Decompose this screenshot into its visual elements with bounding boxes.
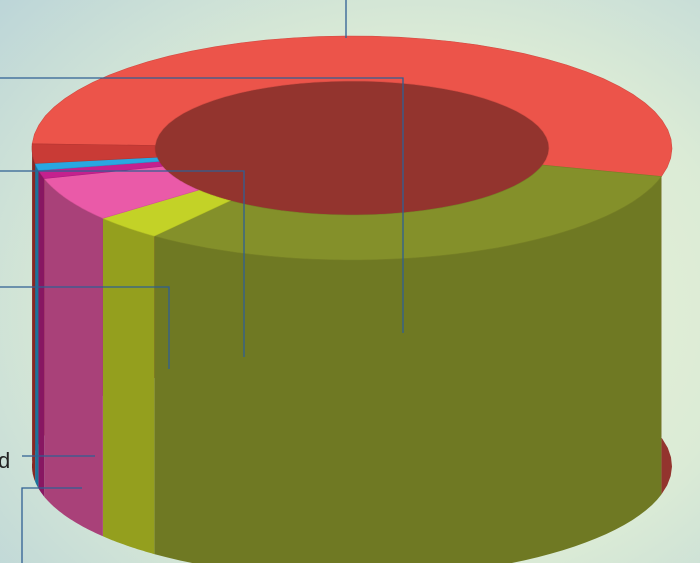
outer-wall-2 [102,218,155,555]
leader-line-5 [21,487,82,563]
slice-top-6 [31,143,158,164]
leader-line-2 [0,170,245,357]
slice-label-d: d [0,448,10,473]
leader-line-1 [0,77,404,333]
outer-wall-5 [35,163,39,489]
donut-top [31,35,673,261]
outer-wall-6 [32,143,36,482]
outer-wall-3 [44,178,103,537]
outer-wall-1 [154,176,662,563]
outer-wall-4 [38,170,45,497]
leader-lines [0,0,404,563]
leader-line-3 [0,286,170,369]
